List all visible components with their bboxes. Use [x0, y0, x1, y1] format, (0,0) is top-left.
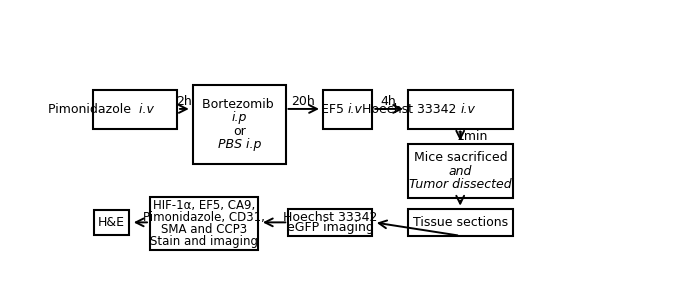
Text: PBS i.p: PBS i.p [218, 138, 261, 151]
Text: 4h: 4h [381, 95, 396, 108]
FancyBboxPatch shape [288, 209, 372, 236]
FancyBboxPatch shape [193, 85, 286, 164]
Text: 20h: 20h [291, 95, 315, 108]
FancyBboxPatch shape [407, 144, 513, 198]
Text: Stain and imaging: Stain and imaging [150, 235, 258, 248]
FancyBboxPatch shape [94, 210, 130, 235]
Text: Tissue sections: Tissue sections [413, 216, 508, 229]
Text: i.v: i.v [135, 103, 154, 115]
Text: or: or [233, 125, 246, 138]
Text: eGFP imaging: eGFP imaging [287, 221, 374, 234]
FancyBboxPatch shape [93, 90, 177, 128]
Text: Tumor dissected: Tumor dissected [410, 178, 512, 191]
Text: Pimonidazole, CD31,: Pimonidazole, CD31, [144, 211, 265, 224]
Text: Mice sacrificed: Mice sacrificed [414, 151, 508, 164]
Text: i.p: i.p [232, 111, 247, 124]
Text: HIF-1α, EF5, CA9,: HIF-1α, EF5, CA9, [153, 199, 256, 212]
FancyBboxPatch shape [407, 90, 513, 128]
Text: SMA and CCP3: SMA and CCP3 [161, 223, 247, 236]
Text: i.v: i.v [461, 103, 475, 115]
Text: 2h: 2h [176, 95, 192, 108]
Text: H&E: H&E [98, 216, 125, 229]
Text: Hoechst 33342: Hoechst 33342 [283, 211, 377, 224]
FancyBboxPatch shape [150, 197, 258, 250]
Text: EF5: EF5 [321, 103, 348, 115]
FancyBboxPatch shape [323, 90, 372, 128]
Text: and: and [449, 164, 472, 177]
Text: Pimonidazole: Pimonidazole [48, 103, 135, 115]
Text: Bortezomib: Bortezomib [202, 98, 277, 111]
Text: i.v: i.v [348, 103, 363, 115]
Text: Hoechst 33342: Hoechst 33342 [362, 103, 461, 115]
FancyBboxPatch shape [407, 209, 513, 236]
Text: 1min: 1min [457, 130, 489, 143]
